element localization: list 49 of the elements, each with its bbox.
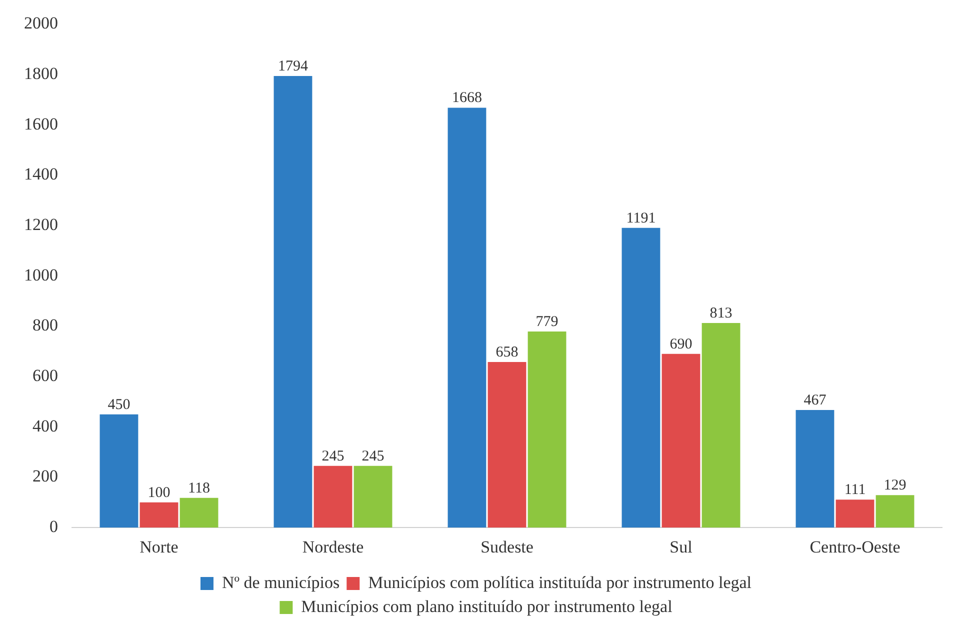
bar	[662, 354, 700, 528]
y-tick-label: 800	[32, 316, 58, 335]
x-tick-label: Centro-Oeste	[810, 537, 900, 556]
legend-label: Municípios com política instituída por instrumento legal	[368, 572, 752, 592]
x-tick-label: Norte	[140, 537, 178, 556]
data-label: 658	[496, 344, 518, 360]
y-tick-label: 1200	[24, 215, 58, 234]
data-label: 129	[884, 478, 906, 494]
y-tick-label: 0	[50, 517, 58, 536]
data-label: 813	[710, 305, 732, 322]
bar	[488, 362, 526, 528]
y-tick-label: 2000	[24, 14, 58, 33]
x-tick-label: Sudeste	[480, 537, 534, 556]
bar	[702, 322, 740, 528]
bar	[180, 498, 218, 528]
x-tick-label: Nordeste	[302, 537, 364, 556]
bar	[836, 500, 874, 528]
data-label: 100	[148, 484, 170, 501]
bar	[796, 410, 834, 528]
x-tick-label: Sul	[670, 537, 693, 556]
data-label: 1191	[626, 210, 656, 226]
legend-label: Nº de municípios	[222, 572, 340, 592]
y-tick-label: 1800	[24, 64, 58, 84]
bar	[876, 495, 914, 528]
y-tick-label: 200	[32, 466, 58, 486]
bar	[140, 502, 178, 528]
bar	[622, 228, 660, 528]
data-label: 1668	[452, 90, 482, 106]
legend-label: Municípios com plano instituído por instrumento legal	[301, 596, 673, 616]
data-label: 450	[108, 396, 130, 413]
bar	[274, 76, 312, 528]
bar	[314, 466, 352, 528]
bar	[448, 108, 486, 528]
bar	[528, 332, 566, 528]
bar	[354, 466, 392, 528]
data-label: 1794	[278, 58, 308, 74]
data-label: 245	[362, 448, 384, 464]
y-tick-label: 400	[32, 416, 58, 436]
y-tick-label: 1600	[24, 114, 58, 134]
bar	[100, 414, 138, 528]
data-label: 245	[322, 448, 344, 464]
data-label: 111	[844, 482, 866, 498]
y-tick-label: 600	[32, 366, 58, 386]
data-label: 690	[670, 336, 692, 352]
data-label: 467	[804, 392, 827, 408]
y-tick-label: 1400	[24, 164, 58, 184]
data-label: 118	[188, 480, 210, 496]
data-label: 779	[536, 314, 558, 330]
y-tick-label: 1000	[24, 265, 58, 284]
